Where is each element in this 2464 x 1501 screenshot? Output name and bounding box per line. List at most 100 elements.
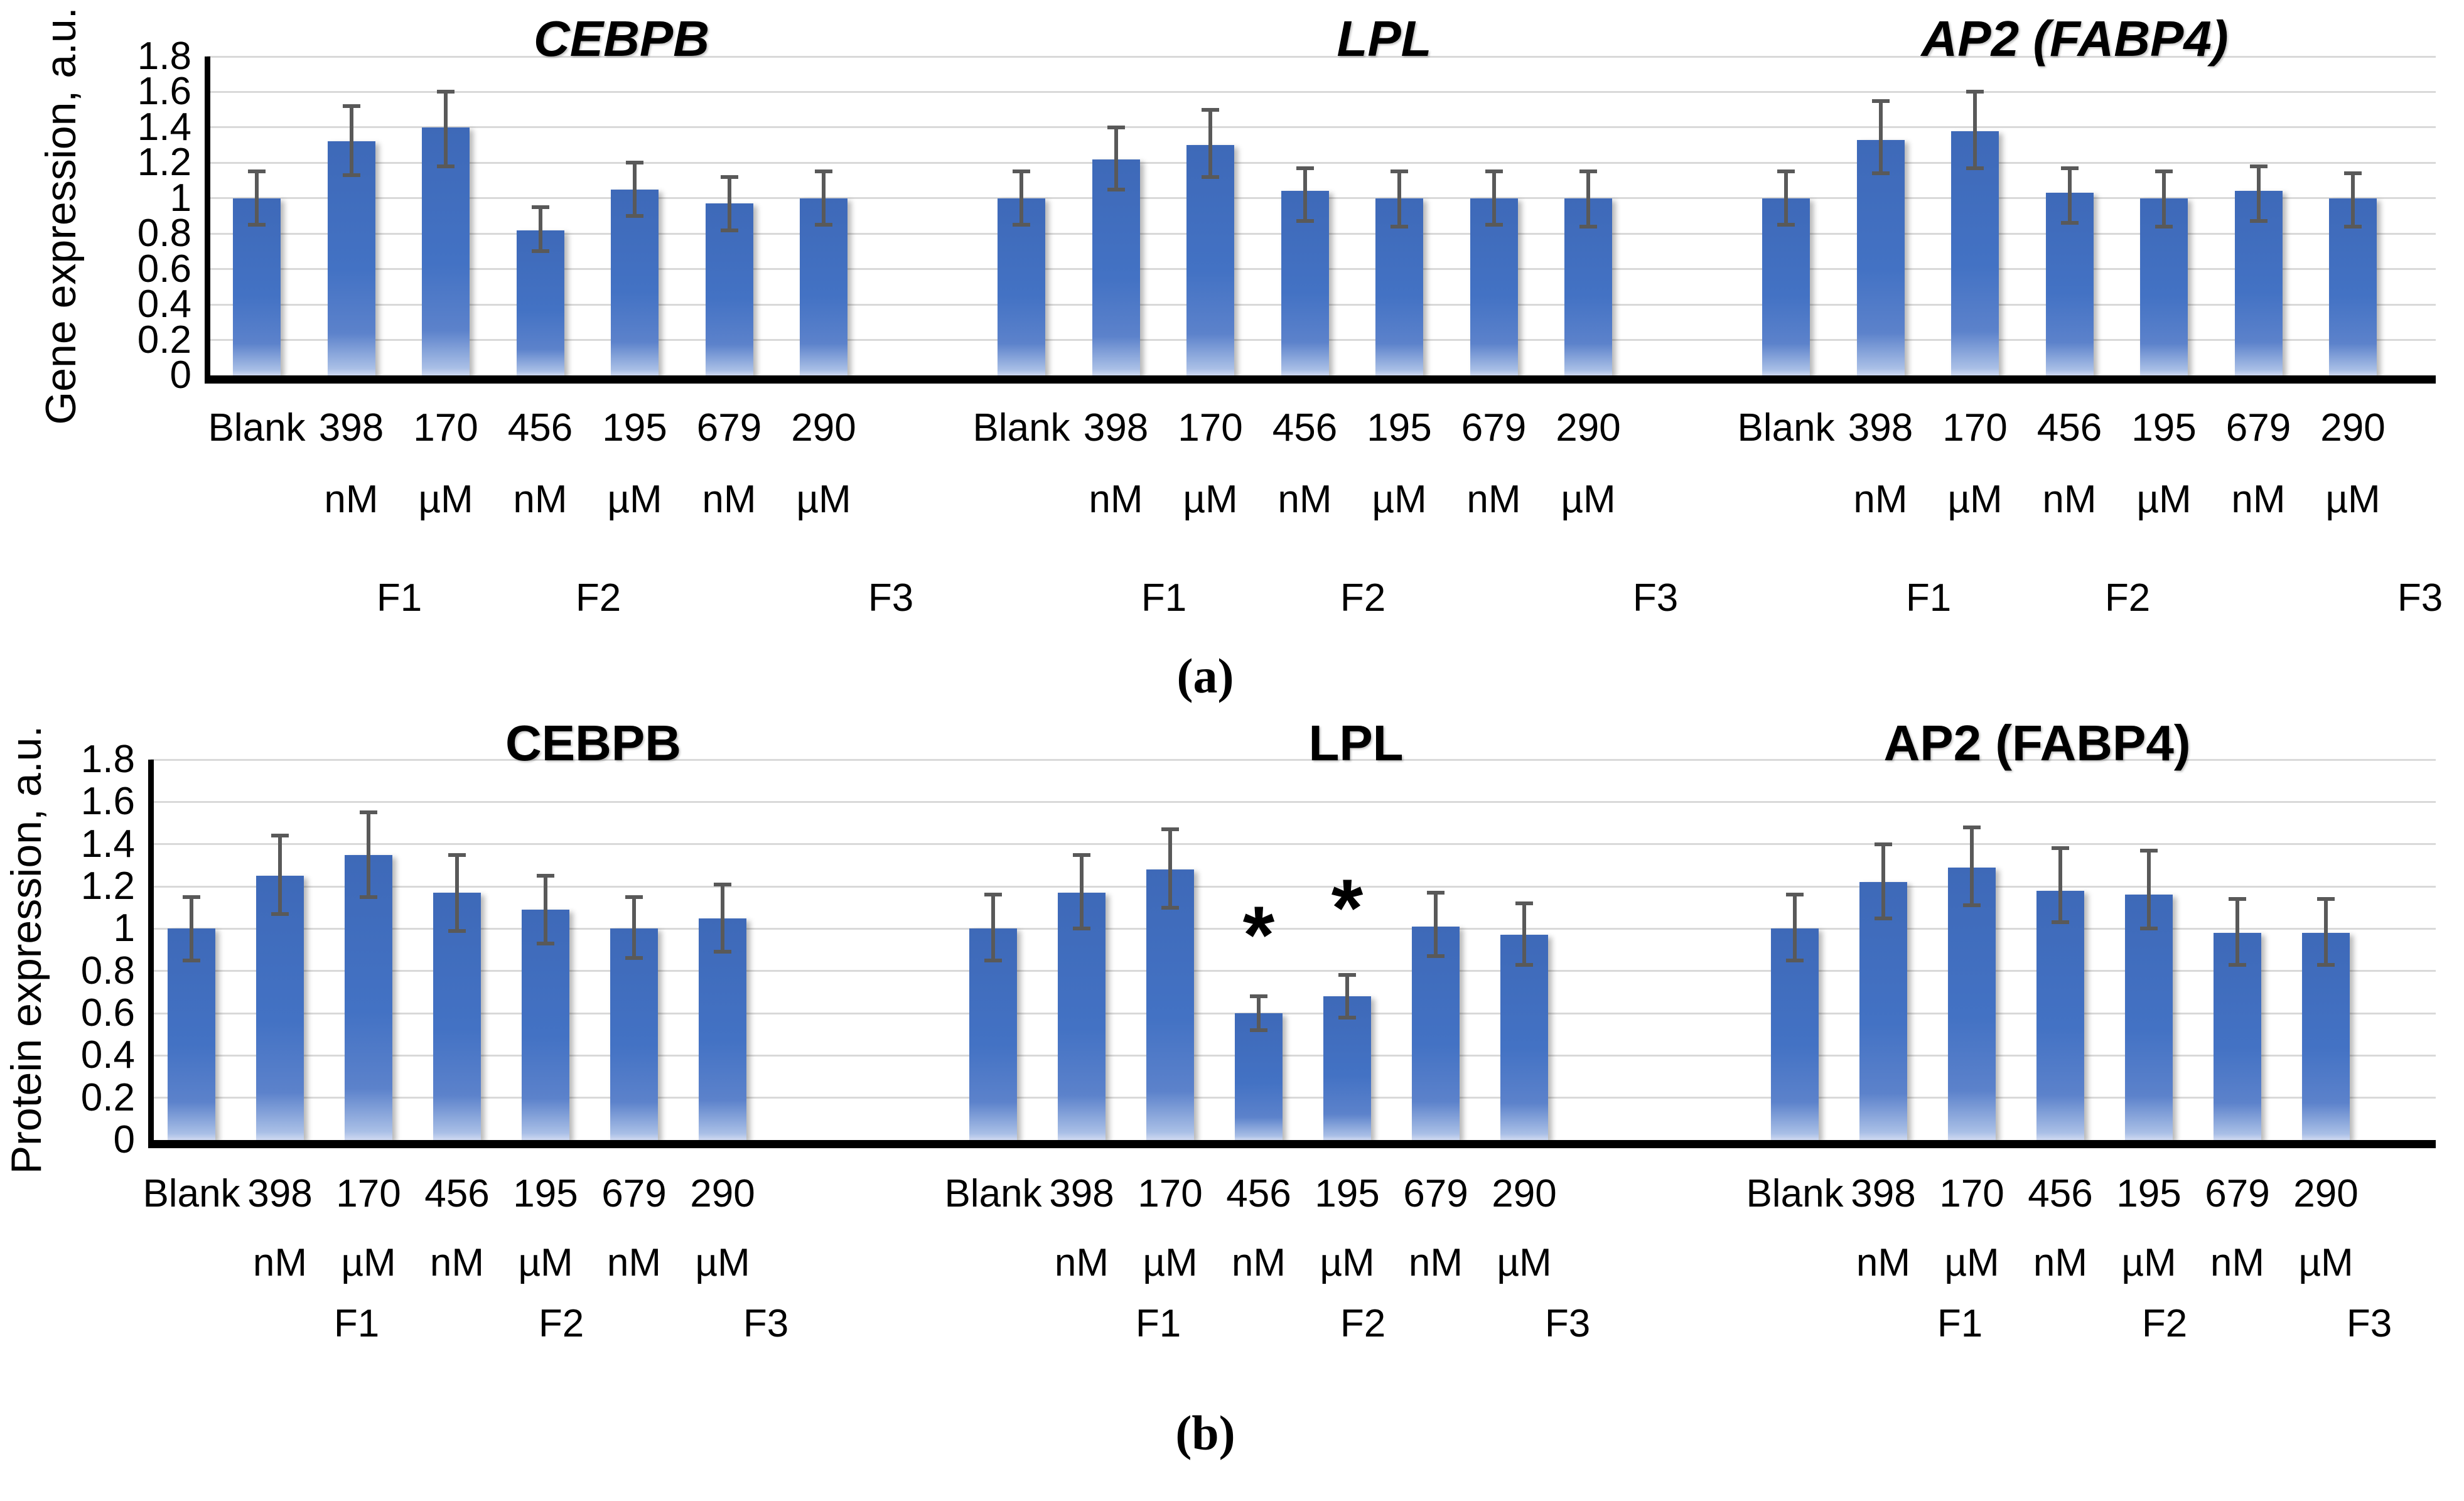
gridline-1.2 <box>207 161 2436 164</box>
bar-679-nm <box>705 203 753 375</box>
group-label-f3: F3 <box>868 576 914 620</box>
error-bar-cap-top <box>1250 994 1267 999</box>
error-bar-cap-bottom <box>342 173 360 178</box>
y-tick-label: 0.4 <box>137 282 191 326</box>
y-axis-title-gene-expression: Gene expression, a.u. <box>37 7 85 425</box>
error-bar-cap-bottom <box>2140 927 2158 931</box>
y-tick-label: 0.4 <box>80 1033 135 1077</box>
chart-title-ap2-fabp4-: AP2 (FABP4) <box>1883 715 2191 771</box>
error-bar-cap-top <box>448 853 466 857</box>
error-bar-line <box>2147 850 2151 929</box>
x-label-unit: µM <box>2136 478 2192 521</box>
error-bar-cap-bottom <box>2249 219 2268 223</box>
y-tick-label: 1.6 <box>80 780 135 824</box>
x-label-unit: nM <box>1089 478 1143 521</box>
y-tick-label: 0 <box>113 1118 135 1161</box>
error-bar-line <box>1492 171 1496 225</box>
y-tick-label: 0.6 <box>80 991 135 1035</box>
error-bar-cap-bottom <box>714 950 731 954</box>
x-label-value: 456 <box>424 1172 490 1215</box>
group-label-f2: F2 <box>538 1302 584 1345</box>
error-bar-cap-top <box>1966 90 1984 94</box>
error-bar-cap-top <box>1161 827 1179 832</box>
gridline-0.6 <box>151 1012 2436 1014</box>
x-label-value: 679 <box>2205 1172 2270 1215</box>
error-bar-cap-bottom <box>1073 927 1090 931</box>
y-axis-line <box>205 56 210 384</box>
gridline-0.2 <box>151 1097 2436 1099</box>
bar-679-nm <box>1470 198 1518 375</box>
error-bar-line <box>538 207 542 252</box>
x-label-value: 170 <box>336 1172 401 1215</box>
x-label-value: Blank <box>208 406 306 449</box>
error-bar-cap-top <box>2140 848 2158 853</box>
panel-a-label: (a) <box>1176 648 1234 703</box>
error-bar-cap-top <box>2229 897 2246 901</box>
error-bar-cap-bottom <box>183 958 200 962</box>
x-label-unit: nM <box>513 478 568 521</box>
error-bar-cap-bottom <box>537 941 554 945</box>
error-bar-cap-bottom <box>1963 903 1981 908</box>
error-bar-cap-top <box>714 882 731 886</box>
error-bar-cap-bottom <box>2155 224 2173 229</box>
x-label-unit: nM <box>429 1241 485 1284</box>
error-bar-cap-top <box>1073 853 1090 857</box>
error-bar-cap-top <box>1485 169 1503 174</box>
error-bar-line <box>1397 171 1401 227</box>
error-bar-line <box>2351 173 2355 227</box>
group-label-f2: F2 <box>2141 1302 2188 1345</box>
error-bar-line <box>2067 168 2072 223</box>
error-bar-cap-top <box>248 169 266 174</box>
error-bar-cap-top <box>720 175 738 179</box>
error-bar-cap-bottom <box>2229 962 2246 967</box>
gridline-1 <box>151 927 2436 930</box>
error-bar-line <box>1784 171 1788 225</box>
bar-170-µm <box>422 127 470 375</box>
x-label-value: Blank <box>972 406 1070 449</box>
error-bar-cap-bottom <box>984 958 1002 962</box>
error-bar-line <box>1793 895 1797 960</box>
x-label-unit: µM <box>607 478 662 521</box>
x-label-unit: µM <box>2325 478 2381 521</box>
group-label-f1: F1 <box>333 1302 380 1345</box>
error-bar-cap-top <box>1777 169 1795 174</box>
x-label-unit: nM <box>1278 478 1332 521</box>
x-label-value: 398 <box>247 1172 313 1215</box>
y-tick-label: 0.2 <box>137 318 191 362</box>
error-bar-cap-top <box>2344 171 2362 176</box>
error-bar-cap-top <box>984 893 1002 897</box>
error-bar-line <box>1970 827 1974 906</box>
x-label-value: 290 <box>791 406 856 449</box>
bar-195-µm <box>1323 996 1371 1140</box>
group-label-f1: F1 <box>1905 576 1952 620</box>
error-bar-cap-bottom <box>2344 224 2362 229</box>
error-bar-line <box>1208 109 1212 177</box>
bar-195-µm <box>2125 895 2173 1140</box>
error-bar-cap-bottom <box>720 228 738 232</box>
error-bar-cap-bottom <box>815 223 832 227</box>
gridline-1.8 <box>207 55 2436 58</box>
x-label-value: 170 <box>1178 406 1243 449</box>
x-axis-line <box>205 375 2436 384</box>
error-bar-line <box>1168 829 1172 908</box>
x-label-value: 679 <box>1403 1172 1468 1215</box>
bar-679-nm <box>610 928 658 1140</box>
x-label-value: 170 <box>1939 1172 2004 1215</box>
y-tick-label: 0.2 <box>80 1075 135 1119</box>
bar-456-nm <box>1235 1013 1283 1140</box>
x-axis-line <box>148 1140 2436 1148</box>
x-label-unit: nM <box>1466 478 1521 521</box>
error-bar-line <box>1303 168 1307 222</box>
error-bar-line <box>444 92 448 166</box>
bar-679-nm <box>1412 926 1460 1140</box>
error-bar-cap-bottom <box>248 223 266 227</box>
error-bar-cap-top <box>626 161 643 165</box>
x-label-value: 398 <box>1848 406 1913 449</box>
group-label-f3: F3 <box>1544 1302 1591 1345</box>
bar-blank <box>1771 928 1819 1140</box>
x-label-unit: µM <box>2298 1241 2354 1284</box>
y-tick-label: 1.4 <box>80 822 135 866</box>
bar-170-µm <box>1186 145 1234 375</box>
error-bar-cap-bottom <box>1250 1028 1267 1032</box>
